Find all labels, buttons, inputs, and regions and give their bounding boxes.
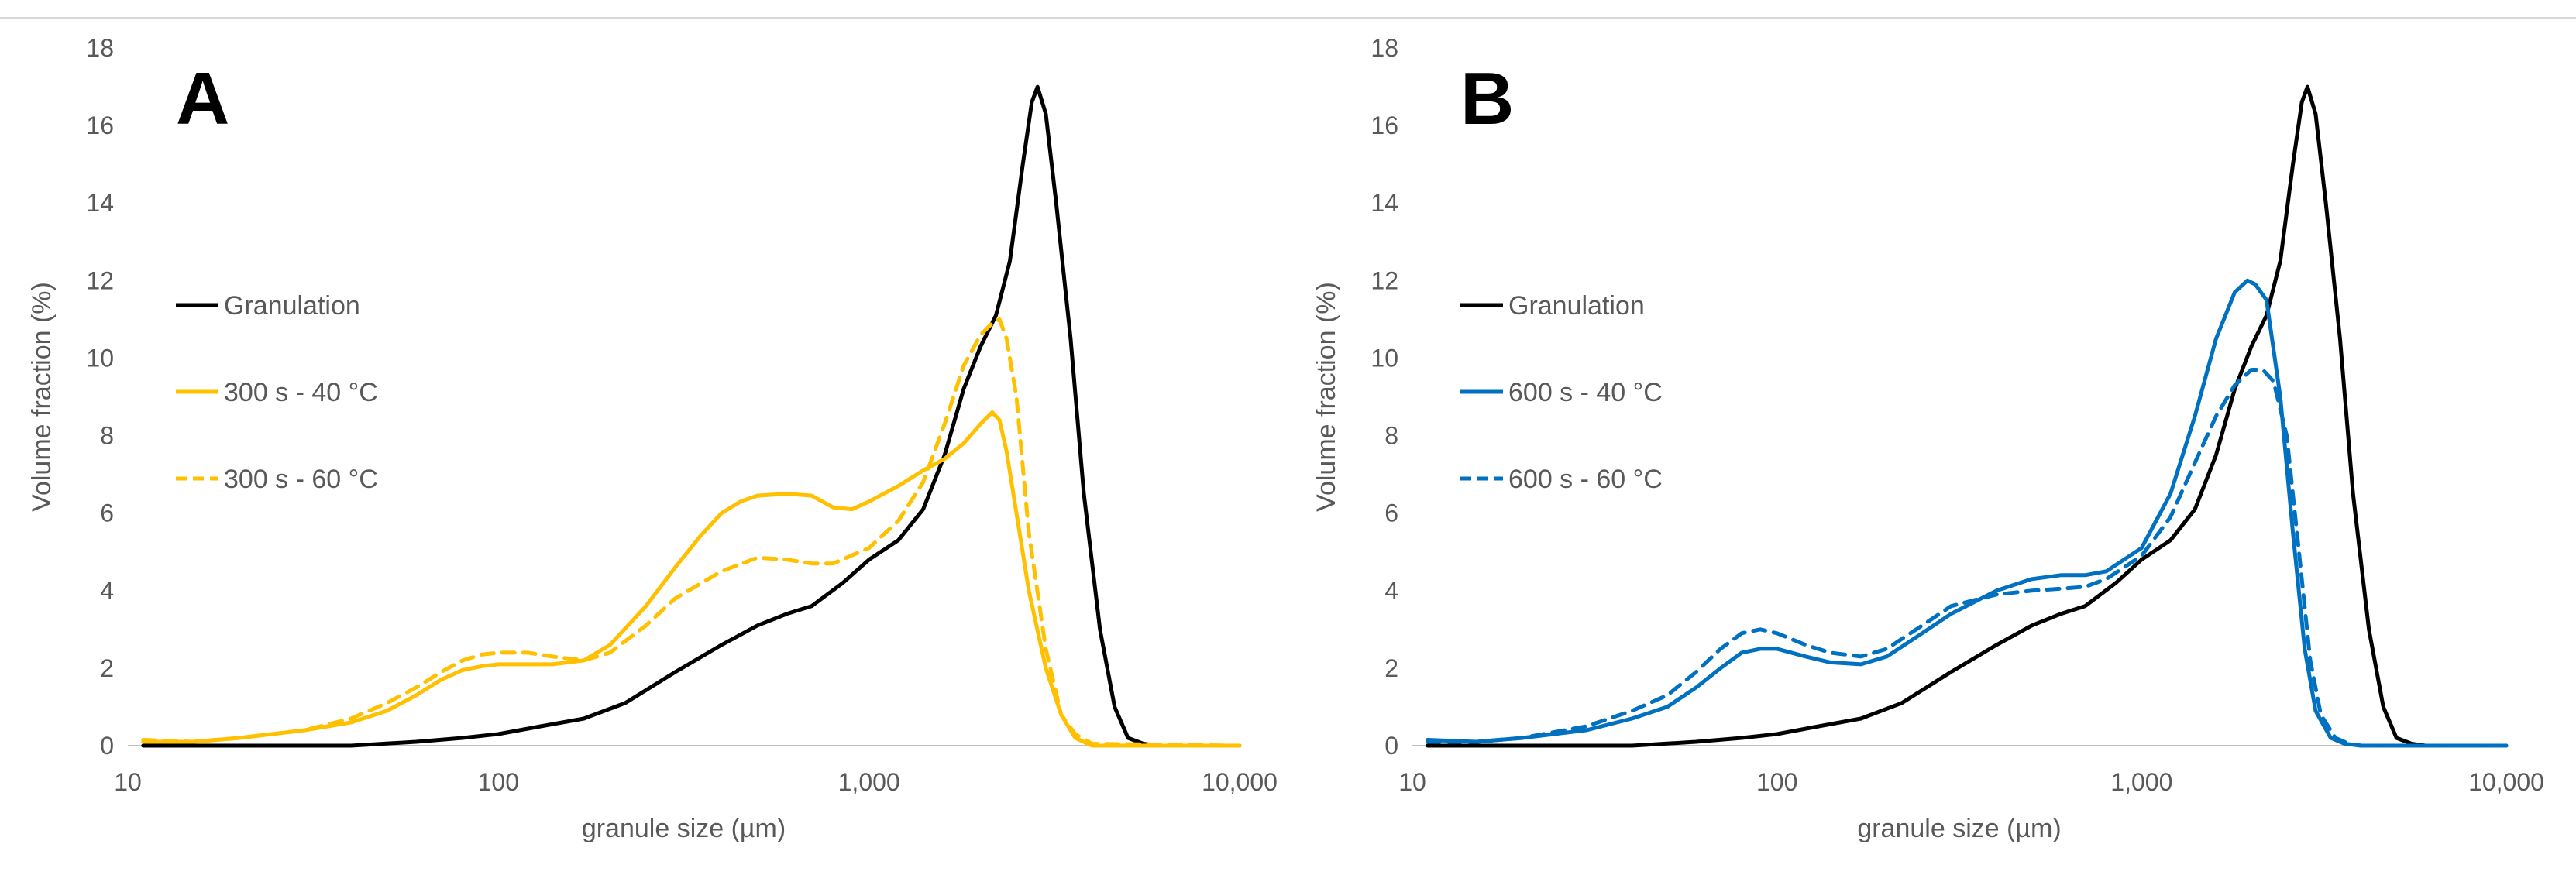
y-tick-label: 16 (1371, 112, 1398, 139)
y-tick-label: 12 (86, 266, 114, 294)
legend-label: 600 s - 40 °C (1508, 378, 1663, 407)
x-tick-label: 10,000 (2468, 768, 2544, 796)
y-axis-title: Volume fraction (%) (27, 282, 57, 512)
y-tick-label: 8 (100, 422, 114, 450)
legend-label: 300 s - 40 °C (224, 378, 378, 407)
series-line-2 (141, 410, 1242, 748)
x-tick-label: 10 (114, 768, 142, 796)
legend-label: 600 s - 60 °C (1508, 465, 1663, 494)
legend-label: Granulation (224, 291, 360, 321)
legend-label: Granulation (1508, 291, 1645, 321)
x-axis-title: granule size (µm) (582, 814, 786, 843)
series-line-1 (141, 84, 1242, 748)
x-tick-label: 100 (478, 768, 519, 796)
y-tick-label: 12 (1371, 266, 1398, 294)
y-axis-title: Volume fraction (%) (1312, 282, 1341, 512)
series-line-2 (1426, 278, 2509, 748)
y-tick-label: 10 (86, 344, 114, 372)
panel-label: B (1460, 57, 1514, 140)
y-tick-label: 14 (86, 189, 114, 217)
x-tick-label: 100 (1756, 768, 1797, 796)
x-axis-title: granule size (µm) (1857, 814, 2061, 843)
series-line-1 (1426, 84, 2509, 748)
series-line-3 (1426, 368, 2509, 748)
legend-label: 300 s - 60 °C (224, 465, 378, 494)
y-tick-label: 14 (1371, 189, 1398, 217)
y-tick-label: 10 (1371, 344, 1398, 372)
y-tick-label: 0 (100, 732, 114, 760)
x-tick-label: 1,000 (838, 768, 900, 796)
y-tick-label: 18 (86, 34, 114, 62)
x-tick-label: 10,000 (1202, 768, 1278, 796)
y-tick-label: 4 (100, 577, 114, 605)
series-line-3 (141, 317, 1242, 748)
y-tick-label: 4 (1384, 577, 1398, 605)
y-tick-label: 2 (100, 654, 114, 682)
y-tick-label: 6 (100, 499, 114, 527)
y-tick-label: 6 (1384, 499, 1398, 527)
x-tick-label: 10 (1398, 768, 1426, 796)
top-divider (0, 17, 2576, 19)
y-tick-label: 16 (86, 112, 114, 139)
y-tick-label: 2 (1384, 654, 1398, 682)
y-tick-label: 0 (1384, 732, 1398, 760)
x-tick-label: 1,000 (2110, 768, 2172, 796)
panel-label: A (176, 57, 229, 140)
y-tick-label: 8 (1384, 422, 1398, 450)
y-tick-label: 18 (1371, 34, 1398, 62)
